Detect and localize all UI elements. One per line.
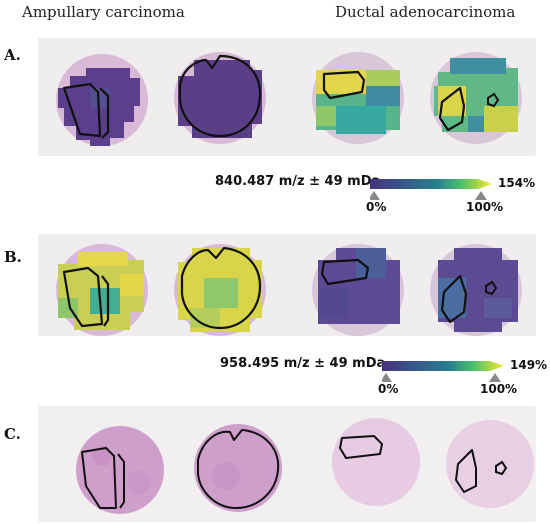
core-c3-he-image [328,414,424,510]
core-b2-ion-image [168,238,272,342]
colorbar-1-max: 154% [498,176,536,190]
row-label-c: C. [4,425,21,443]
colorbar-2-max: 149% [510,358,548,372]
core-a3-ion-image [306,46,410,150]
colorbar-2-mid: 100% [480,382,518,396]
row-label-b: B. [4,248,22,266]
mz-label-1: 840.487 m/z ± 49 mDa [215,174,381,189]
core-c4-he-image [442,416,538,512]
core-c2-he-image [190,420,286,516]
colorbar-legend-1: 840.487 m/z ± 49 mDa 0% 100% 154% [0,170,540,216]
colorbar-2-min: 0% [378,382,399,396]
row-c-panel [38,406,536,522]
row-b-panel [38,234,536,336]
core-b3-ion-image [306,238,410,342]
core-a4-ion-image [424,46,528,150]
colorbar-1-mid: 100% [466,200,504,214]
core-a2-ion-image [168,46,272,150]
colorbar-1-min: 0% [366,200,387,214]
column-title-ampullary: Ampullary carcinoma [22,3,185,21]
row-label-a: A. [4,46,21,64]
row-a-panel [38,38,536,156]
core-c1-he-image [72,422,168,518]
mz-label-2: 958.495 m/z ± 49 mDa [220,356,386,371]
core-b1-ion-image [50,238,154,342]
core-a1-ion-image [50,48,154,152]
colorbar-legend-2: 958.495 m/z ± 49 mDa 0% 100% 149% [0,352,547,398]
colorbar-2 [382,361,504,382]
column-title-ductal: Ductal adenocarcinoma [335,3,516,21]
colorbar-1 [370,179,492,200]
core-b4-ion-image [424,238,528,342]
